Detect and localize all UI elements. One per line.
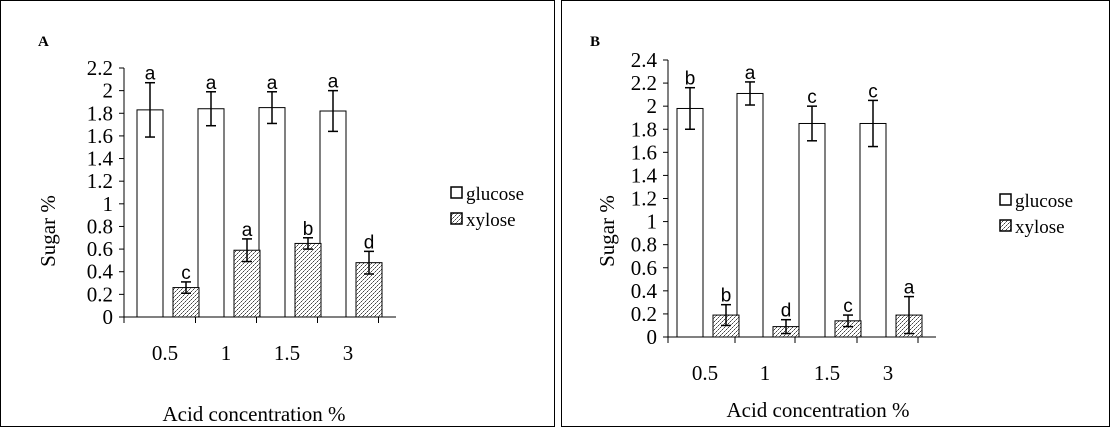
- significance-letter: a: [206, 73, 217, 94]
- y-axis-label: Sugar %: [595, 195, 619, 267]
- legend-label-xylose: xylose: [1015, 217, 1065, 238]
- y-tick-label: 0.4: [631, 279, 658, 303]
- significance-letter: c: [868, 81, 878, 102]
- y-tick-label: 0.2: [631, 302, 657, 326]
- x-tick-label: 1.5: [274, 341, 300, 365]
- y-tick-label: 1.4: [631, 163, 658, 187]
- x-tick-label: 1: [760, 361, 771, 385]
- chart-panel-a: A 0 0.2 0.4 0.6 0.8 1 1.2 1.4 1.6 1.8 2 2.2 0.5 1 1.5 3 a…: [0, 0, 555, 427]
- x-tick-label: 3: [343, 341, 354, 365]
- y-tick-label: 1.8: [631, 117, 657, 141]
- glucose-bar: [258, 107, 286, 318]
- significance-letter: b: [685, 69, 696, 90]
- legend-label-glucose: glucose: [1015, 191, 1073, 212]
- x-tick-label: 0.5: [692, 361, 718, 385]
- y-tick-label: 0: [103, 305, 114, 329]
- x-tick-label: 1.5: [814, 361, 840, 385]
- legend-swatch-xylose: [999, 219, 1012, 232]
- glucose-bar: [197, 108, 225, 318]
- significance-letter: c: [181, 263, 191, 284]
- y-tick-label: 2.2: [631, 71, 657, 95]
- y-tick-label: 1.6: [87, 124, 113, 148]
- y-tick-label: 1.8: [87, 101, 113, 125]
- y-tick-label: 2.2: [87, 56, 113, 80]
- significance-letter: c: [843, 296, 853, 317]
- x-tick-label: 3: [883, 361, 894, 385]
- significance-letter: d: [781, 301, 792, 322]
- y-axis-label: Sugar %: [36, 195, 60, 267]
- y-tick-label: 2: [103, 79, 114, 103]
- panel-label: B: [590, 34, 600, 50]
- significance-letter: a: [904, 278, 915, 299]
- significance-letter: d: [364, 232, 375, 253]
- significance-letter: a: [267, 73, 278, 94]
- chart-b-svg: B00.20.40.60.811.21.41.61.822.22.40.5 1 1.…: [590, 34, 1073, 422]
- panel-label: A: [38, 34, 49, 50]
- y-tick-label: 1.2: [87, 169, 113, 193]
- y-tick-label: 1.2: [631, 187, 657, 211]
- y-tick-label: 0.4: [87, 260, 114, 284]
- y-tick-label: 1.6: [631, 140, 657, 164]
- y-tick-label: 0.6: [87, 237, 113, 261]
- significance-letter: a: [745, 63, 756, 84]
- x-axis-label: Acid concentration %: [162, 402, 345, 426]
- y-tick-label: 1.4: [87, 147, 114, 171]
- y-tick-label: 0.8: [631, 233, 657, 257]
- glucose-bar: [136, 109, 164, 318]
- y-tick-label: 2: [647, 94, 658, 118]
- significance-letter: a: [145, 64, 156, 85]
- glucose-bar: [676, 107, 704, 338]
- glucose-bar: [798, 122, 826, 338]
- significance-letter: a: [242, 220, 253, 241]
- glucose-bar: [859, 122, 887, 338]
- legend-label-glucose: glucose: [466, 184, 524, 205]
- glucose-bar: [736, 92, 764, 338]
- x-tick-label: 0.5: [152, 341, 178, 365]
- significance-letter: c: [807, 87, 817, 108]
- y-tick-label: 0.2: [87, 282, 113, 306]
- glucose-bar: [319, 110, 347, 318]
- chart-a-svg: A00.20.40.60.811.21.41.61.822.20.5 1 1.5 3a…: [36, 34, 524, 426]
- y-tick-label: 0.8: [87, 214, 113, 238]
- x-axis-label: Acid concentration %: [726, 398, 909, 422]
- y-tick-label: 0: [647, 325, 658, 349]
- legend-swatch-glucose: [450, 186, 463, 199]
- legend-swatch-xylose: [450, 212, 463, 225]
- x-tick-label: 1: [221, 341, 232, 365]
- significance-letter: a: [328, 72, 339, 93]
- significance-letter: b: [303, 219, 314, 240]
- xylose-bar: [294, 242, 322, 318]
- y-tick-label: 1: [103, 192, 114, 216]
- y-tick-label: 1: [647, 210, 658, 234]
- chart-panel-b: B 0 0.2 0.4 0.6 0.8 1 1.2 1.4 1.6 1.8 2 2.2 2.4 0.5 1 1.…: [561, 0, 1110, 427]
- legend-label-xylose: xylose: [466, 210, 516, 231]
- y-tick-label: 0.6: [631, 256, 657, 280]
- y-tick-label: 2.4: [631, 48, 658, 72]
- significance-letter: b: [721, 286, 732, 307]
- legend-swatch-glucose: [999, 193, 1012, 206]
